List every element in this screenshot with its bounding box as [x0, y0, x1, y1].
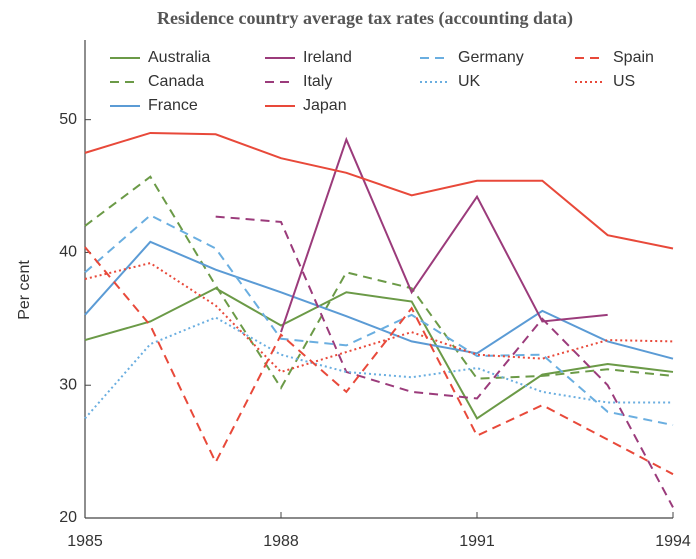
x-tick-label: 1994: [655, 533, 691, 550]
series-line: [84, 261, 674, 374]
series-line: [215, 215, 674, 508]
legend-label: Spain: [613, 49, 654, 66]
series-line: [84, 287, 674, 420]
y-tick-label: 50: [59, 111, 77, 128]
legend-label: Ireland: [303, 49, 352, 66]
y-axis-label: Per cent: [16, 260, 33, 320]
x-tick-label: 1991: [459, 533, 495, 550]
x-tick-label: 1985: [67, 533, 103, 550]
series-line: [84, 214, 674, 427]
y-tick-label: 30: [59, 376, 77, 393]
x-tick-label: 1988: [263, 533, 299, 550]
legend-label: Japan: [303, 97, 347, 114]
legend-label: Australia: [148, 49, 210, 66]
legend-label: France: [148, 97, 198, 114]
legend-label: Italy: [303, 73, 332, 90]
series-line: [84, 246, 674, 476]
series-line: [84, 240, 674, 360]
legend-label: US: [613, 73, 635, 90]
legend-label: Germany: [458, 49, 524, 66]
legend-label: UK: [458, 73, 481, 90]
series-line: [84, 131, 674, 250]
legend-label: Canada: [148, 73, 204, 90]
series-line: [280, 136, 608, 333]
chart-title: Residence country average tax rates (acc…: [157, 8, 573, 29]
series-line: [84, 316, 673, 420]
y-tick-label: 40: [59, 244, 77, 261]
y-tick-label: 20: [59, 509, 77, 526]
series-line: [84, 175, 674, 390]
